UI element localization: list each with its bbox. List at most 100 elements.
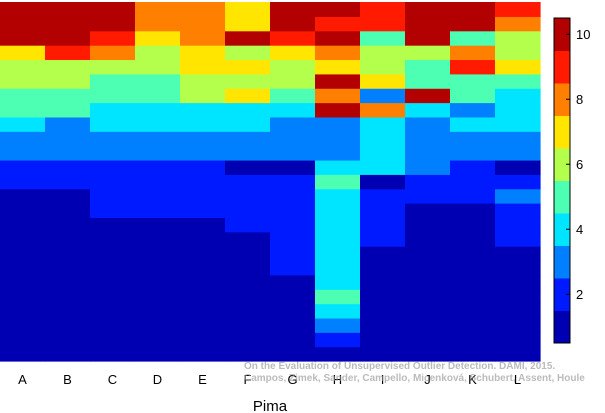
heatmap-cell	[270, 246, 316, 262]
heatmap-cell	[405, 332, 451, 348]
heatmap-cell	[0, 131, 46, 147]
colorbar-tick-labels: 2 4 6 8 10	[566, 27, 590, 302]
heatmap-cell	[0, 303, 46, 319]
heatmap-cell	[45, 174, 91, 190]
heatmap-cell	[0, 102, 46, 118]
heatmap-cell	[90, 289, 136, 305]
heatmap-cell	[180, 231, 226, 247]
heatmap-cell	[405, 88, 451, 104]
heatmap-cell	[405, 45, 451, 61]
heatmap-cell	[405, 246, 451, 262]
heatmap-cell	[45, 274, 91, 290]
heatmap-cell	[405, 231, 451, 247]
heatmap-cell	[135, 45, 181, 61]
heatmap-cell	[315, 274, 361, 290]
colorbar-segment	[554, 180, 570, 214]
heatmap-cell	[45, 346, 91, 362]
heatmap-cell	[90, 16, 136, 32]
heatmap-cell	[225, 303, 271, 319]
heatmap-cell	[225, 73, 271, 89]
x-tick-label: B	[63, 372, 72, 387]
heatmap-cell	[360, 274, 406, 290]
heatmap-cell	[495, 289, 541, 305]
heatmap-cell	[180, 246, 226, 262]
heatmap-cell	[450, 246, 496, 262]
heatmap-cell	[495, 217, 541, 233]
heatmap-cell	[180, 203, 226, 218]
heatmap-cell	[270, 131, 316, 147]
heatmap-cell	[270, 303, 316, 319]
heatmap-cell	[180, 2, 226, 17]
citation-line-2: Campos, Zimek, Sander, Campello, Micenko…	[244, 373, 585, 384]
heatmap-cell	[360, 102, 406, 118]
heatmap-cell	[45, 159, 91, 175]
heatmap-cell	[180, 260, 226, 276]
heatmap-cell	[360, 145, 406, 161]
heatmap-cell	[225, 231, 271, 247]
colorbar-segment	[554, 310, 570, 344]
heatmap-cell	[405, 174, 451, 190]
heatmap-cell	[360, 174, 406, 190]
heatmap-cell	[360, 73, 406, 89]
heatmap-cell	[450, 116, 496, 132]
heatmap-cell	[495, 159, 541, 175]
heatmap-cell	[315, 145, 361, 161]
colorbar	[553, 17, 571, 344]
heatmap-cell	[45, 317, 91, 333]
x-axis-label: Pima	[253, 398, 288, 413]
heatmap-cell	[0, 73, 46, 89]
heatmap-cell	[225, 289, 271, 305]
heatmap-cell	[270, 73, 316, 89]
heatmap-cell	[90, 317, 136, 333]
heatmap-cell	[225, 102, 271, 118]
heatmap-cell	[315, 2, 361, 17]
heatmap-cell	[0, 231, 46, 247]
x-tick-label: D	[153, 372, 162, 387]
heatmap-cell	[360, 2, 406, 17]
heatmap-cell	[180, 332, 226, 348]
heatmap-cell	[0, 174, 46, 190]
colorbar-segment	[554, 50, 570, 84]
heatmap-cell	[495, 131, 541, 147]
heatmap-cell	[90, 2, 136, 17]
heatmap-cell	[360, 203, 406, 218]
heatmap-cell	[315, 159, 361, 175]
colorbar-segment	[554, 83, 570, 116]
citation-watermark: On the Evaluation of Unsupervised Outlie…	[244, 361, 605, 385]
heatmap-cell	[495, 45, 541, 61]
heatmap-cell	[360, 188, 406, 204]
heatmap-cell	[90, 188, 136, 204]
heatmap-cell	[0, 88, 46, 104]
heatmap-cell	[0, 30, 46, 46]
heatmap-cell	[90, 59, 136, 75]
heatmap-cell	[360, 88, 406, 104]
x-tick-label: K	[468, 372, 477, 387]
x-tick-labels: A B C D E F G H I J K L	[18, 372, 521, 387]
heatmap-cell	[360, 16, 406, 32]
heatmap-cell	[0, 274, 46, 290]
heatmap-cell	[135, 116, 181, 132]
heatmap-cell	[45, 16, 91, 32]
heatmap-cell	[315, 116, 361, 132]
heatmap-cell	[180, 217, 226, 233]
heatmap-cell	[405, 131, 451, 147]
x-tick-label: H	[333, 372, 342, 387]
heatmap-cell	[315, 73, 361, 89]
heatmap-cell	[45, 332, 91, 348]
heatmap-cell	[405, 346, 451, 362]
heatmap-cell	[495, 16, 541, 32]
heatmap-cell	[495, 203, 541, 218]
heatmap-cell	[135, 246, 181, 262]
heatmap-cell	[135, 332, 181, 348]
heatmap-cell	[180, 59, 226, 75]
heatmap-cell	[405, 260, 451, 276]
heatmap-cell	[315, 231, 361, 247]
heatmap-cell	[360, 131, 406, 147]
heatmap-cell	[270, 289, 316, 305]
heatmap-cell	[360, 116, 406, 132]
heatmap-cell	[180, 303, 226, 319]
heatmap-cell	[360, 231, 406, 247]
colorbar-tick-label: 6	[576, 157, 583, 172]
heatmap-cell	[495, 73, 541, 89]
